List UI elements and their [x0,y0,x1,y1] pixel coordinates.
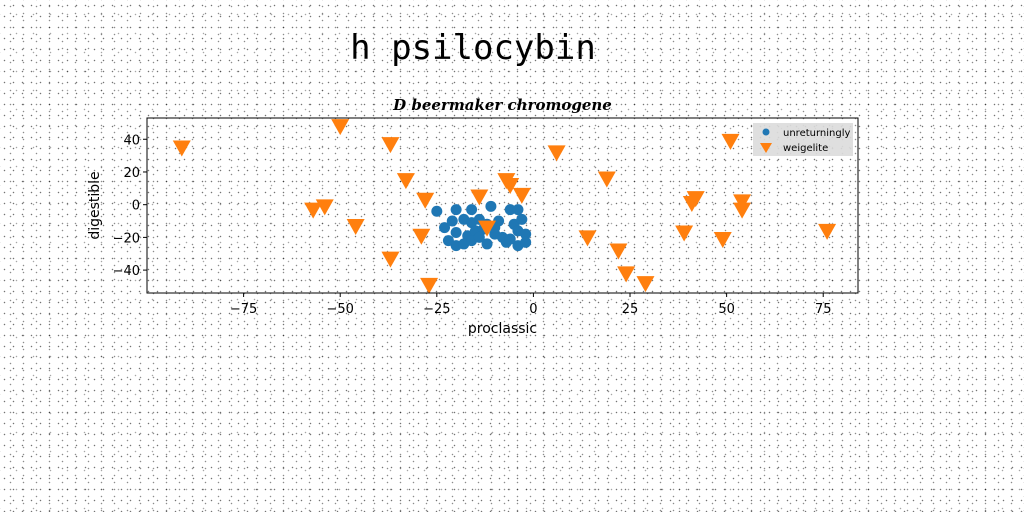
x-axis-label: proclassic [468,321,537,337]
data-point [547,145,566,162]
y-axis-label: digestible [87,171,103,239]
data-point [381,251,400,268]
legend-label: weigelite [783,143,828,154]
data-point [520,236,532,248]
x-tick-label: 50 [718,302,735,317]
x-tick-label: −25 [423,302,450,317]
data-point [420,277,439,294]
data-point [412,228,431,245]
data-point [578,230,597,247]
data-point [686,191,705,208]
data-point [485,200,497,212]
data-point [609,243,628,260]
data-point [675,225,694,242]
data-point [470,189,489,206]
data-point [346,218,365,235]
y-axis: −40 −20 0 20 40 [113,133,147,279]
data-point [818,223,837,240]
x-tick-label: 75 [815,302,832,317]
data-point [713,232,732,249]
data-point [504,233,516,245]
x-tick-label: 25 [622,302,639,317]
y-tick-label: 0 [132,199,140,214]
data-point [381,137,400,154]
figure-title: h psilocybin [350,28,596,68]
data-point [597,171,616,188]
chart-title: D beermaker chromogene [392,96,612,114]
data-point [331,119,350,136]
data-point [636,276,655,293]
data-point [396,173,415,190]
data-point [512,204,524,216]
data-point [721,133,740,150]
data-point [733,194,752,211]
data-point [466,204,478,216]
plot-marks [172,119,837,294]
data-point [473,231,485,243]
plot-frame [146,117,859,294]
series-weigelite [172,119,837,294]
data-point [617,266,636,283]
data-point [172,140,191,157]
legend: unreturningly weigelite [753,123,853,156]
x-tick-label: −75 [230,302,257,317]
y-tick-label: 20 [123,166,140,181]
data-point [501,178,520,195]
data-point [450,204,462,216]
data-point [733,202,752,219]
y-tick-label: −40 [113,264,140,279]
data-point [481,238,493,250]
x-axis: −75 −50 −25 0 25 50 75 [230,293,832,317]
x-tick-label: 0 [529,302,537,317]
data-point [516,213,528,225]
data-point [446,215,458,227]
legend-label: unreturningly [783,128,850,139]
x-tick-label: −50 [326,302,353,317]
data-point [520,228,532,240]
data-point [315,199,334,216]
data-point [504,204,516,216]
data-point [478,220,497,237]
data-point [450,226,462,238]
data-point [512,187,531,204]
y-tick-label: 40 [123,133,140,148]
y-tick-label: −20 [113,231,140,246]
legend-marker [762,128,770,136]
data-point [431,205,443,217]
data-point [416,192,435,209]
data-point [304,202,323,219]
legend-marker [760,143,772,153]
legend-box [753,123,853,156]
data-point [439,222,451,234]
